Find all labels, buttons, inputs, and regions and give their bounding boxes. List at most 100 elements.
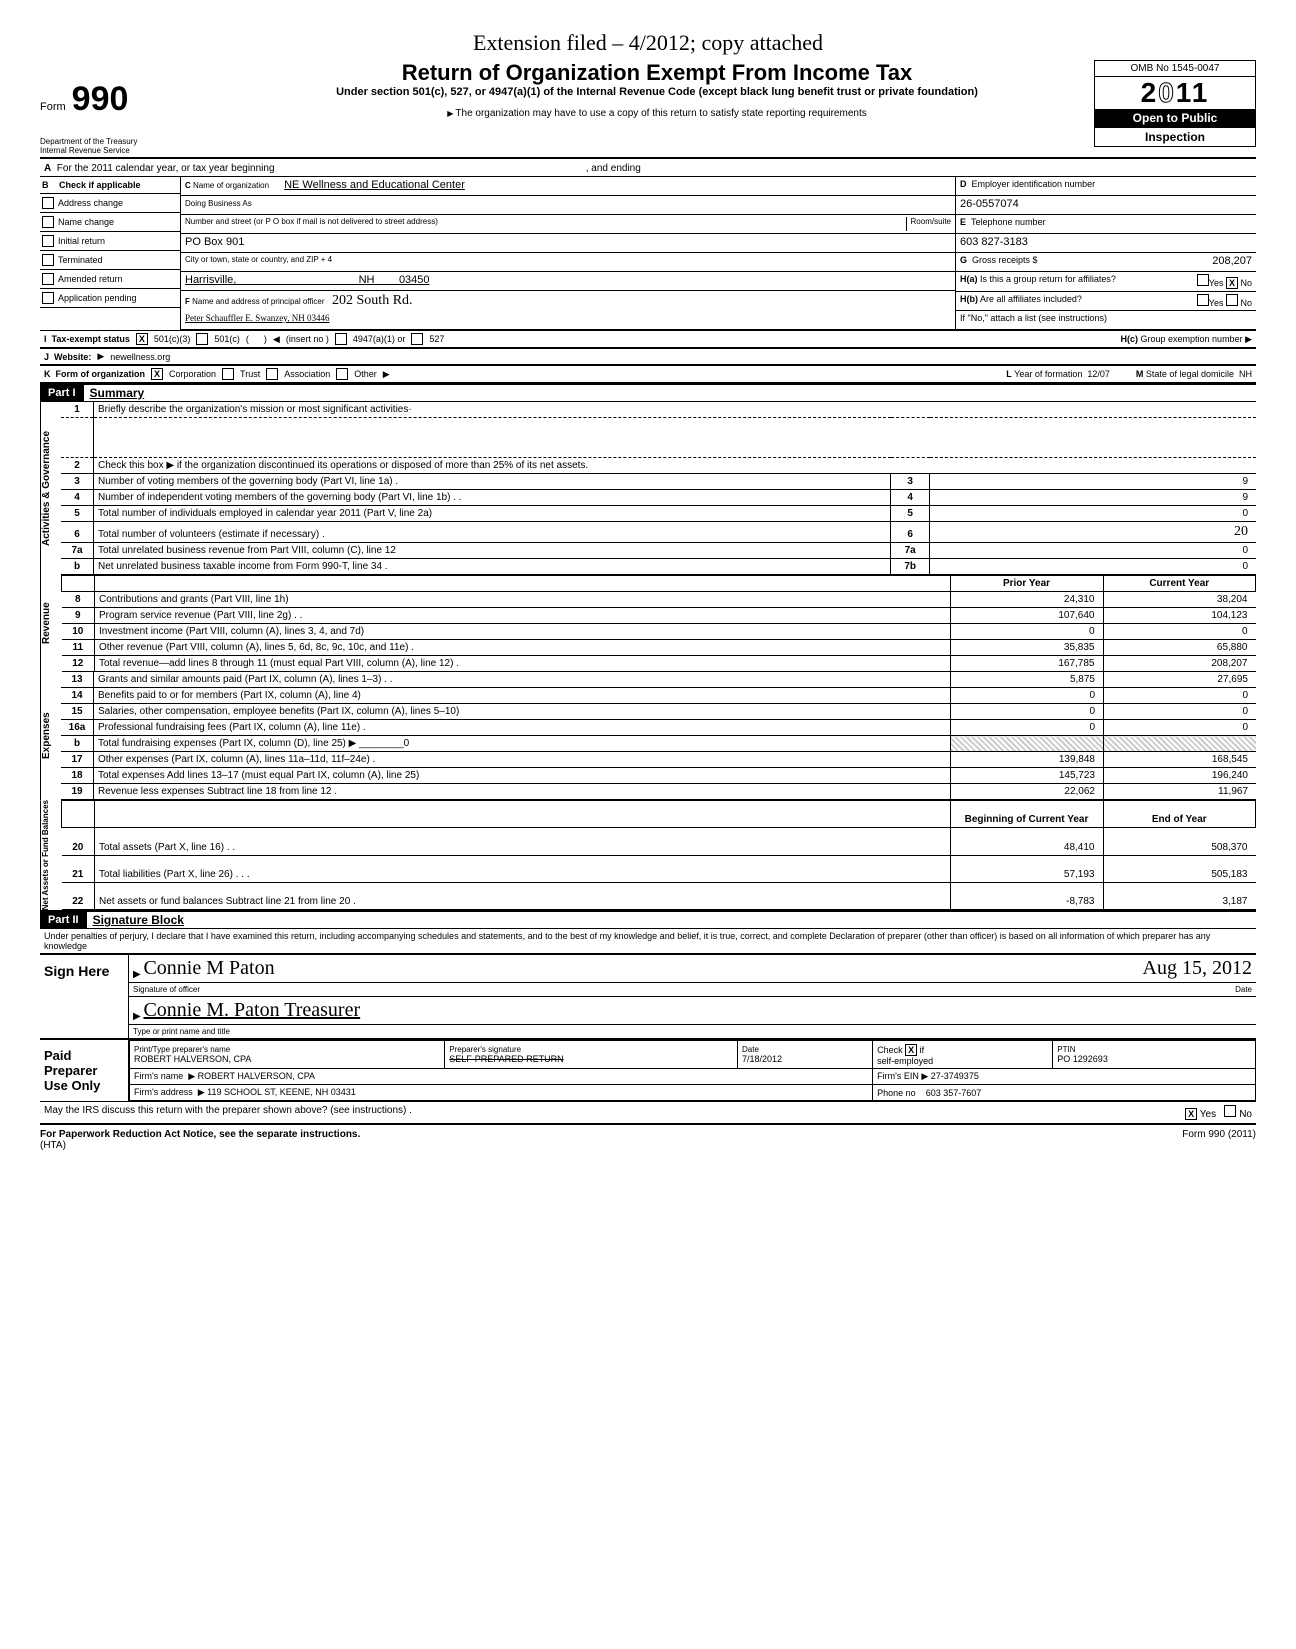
val-7b: 0 <box>930 559 1256 575</box>
line-13: Grants and similar amounts paid (Part IX… <box>94 672 951 688</box>
checkbox-527[interactable] <box>411 333 423 345</box>
checkbox-pending[interactable] <box>42 292 54 304</box>
part-i-header: Part I <box>40 385 84 401</box>
val-4: 9 <box>930 490 1256 506</box>
checkbox-other[interactable] <box>336 368 348 380</box>
checkbox-501c3[interactable]: X <box>136 333 148 345</box>
check-initial: Initial return <box>58 236 105 246</box>
form-number: 990 <box>72 80 129 119</box>
hta-label: (HTA) <box>40 1140 66 1151</box>
label-assoc: Association <box>284 369 330 379</box>
c22: 3,187 <box>1103 883 1256 910</box>
prep-date-label: Date <box>742 1045 868 1054</box>
c20: 508,370 <box>1103 828 1256 855</box>
line-20: Total assets (Part X, line 16) . . <box>95 828 951 855</box>
check-name: Name change <box>58 217 114 227</box>
checkbox-address-change[interactable] <box>42 197 54 209</box>
perjury-statement: Under penalties of perjury, I declare th… <box>40 929 1256 953</box>
p13: 5,875 <box>951 672 1104 688</box>
c21: 505,183 <box>1103 855 1256 882</box>
inspection-label: Inspection <box>1095 127 1255 146</box>
p9: 107,640 <box>950 608 1103 624</box>
p14: 0 <box>951 688 1104 704</box>
identity-block: B Check if applicable Address change Nam… <box>40 177 1256 330</box>
date-label: Date <box>1235 985 1252 994</box>
c15: 0 <box>1104 704 1257 720</box>
check-terminated: Terminated <box>58 255 103 265</box>
val-6: 20 <box>930 522 1256 543</box>
yes-label-2: Yes <box>1209 298 1224 308</box>
line-8: Contributions and grants (Part VIII, lin… <box>95 592 951 608</box>
line-9: Program service revenue (Part VIII, line… <box>95 608 951 624</box>
p12: 167,785 <box>950 656 1103 672</box>
c9: 104,123 <box>1103 608 1256 624</box>
main-title: Return of Organization Exempt From Incom… <box>220 60 1094 86</box>
dba-label: Doing Business As <box>185 199 252 208</box>
checkbox-discuss-yes[interactable]: X <box>1185 1108 1197 1120</box>
officer-address-2: Peter Schauffler E. Swanzey, NH 03446 <box>181 311 955 330</box>
discuss-no: No <box>1239 1109 1252 1120</box>
line-2: Check this box ▶ if the organization dis… <box>94 458 1257 474</box>
label-527: 527 <box>429 334 444 344</box>
preparer-strike: SELF-PREPARED RETURN <box>449 1054 733 1064</box>
m-value: NH <box>1239 369 1252 379</box>
checkbox-name-change[interactable] <box>42 216 54 228</box>
signature-date: Aug 15, 2012 <box>1143 957 1252 980</box>
checkbox-corporation[interactable]: X <box>151 368 163 380</box>
handwritten-note-top: Extension filed – 4/2012; copy attached <box>40 30 1256 56</box>
dept-treasury: Department of the Treasury <box>40 137 200 146</box>
hc-label: Group exemption number <box>1141 334 1243 344</box>
checkbox-amended[interactable] <box>42 273 54 285</box>
e-label: Telephone number <box>971 217 1046 227</box>
subtitle: Under section 501(c), 527, or 4947(a)(1)… <box>220 86 1094 98</box>
checkbox-initial-return[interactable] <box>42 235 54 247</box>
line-a-text: For the 2011 calendar year, or tax year … <box>57 163 275 174</box>
l-label: Year of formation <box>1014 369 1082 379</box>
checkbox-501c[interactable] <box>196 333 208 345</box>
line-7b: Net unrelated business taxable income fr… <box>94 559 891 575</box>
val-3: 9 <box>930 474 1256 490</box>
c19: 11,967 <box>1104 784 1257 800</box>
c10: 0 <box>1103 624 1256 640</box>
type-name-label: Type or print name and title <box>129 1025 1256 1038</box>
line-4: Number of independent voting members of … <box>94 490 891 506</box>
ptin-label: PTIN <box>1057 1045 1251 1054</box>
ha-label: Is this a group return for affiliates? <box>980 274 1116 284</box>
checkbox-ha-no[interactable]: X <box>1226 277 1238 289</box>
firm-address: 119 SCHOOL ST, KEENE, NH 03431 <box>207 1087 356 1097</box>
checkbox-association[interactable] <box>266 368 278 380</box>
year-badge: OMB No 1545-0047 2011 Open to Public Ins… <box>1094 60 1256 147</box>
c11: 65,880 <box>1103 640 1256 656</box>
discuss-question: May the IRS discuss this return with the… <box>44 1105 412 1120</box>
firm-name: ROBERT HALVERSON, CPA <box>198 1071 315 1081</box>
line-3: Number of voting members of the governin… <box>94 474 891 490</box>
k-label: Form of organization <box>56 369 146 379</box>
side-label-expenses: Expenses <box>40 672 61 800</box>
firm-ein: 27-3749375 <box>931 1071 979 1081</box>
checkbox-hb-no[interactable] <box>1226 294 1238 306</box>
officer-signature: Connie M Paton <box>143 957 1142 980</box>
checkbox-self-employed[interactable]: X <box>905 1044 917 1056</box>
checkbox-trust[interactable] <box>222 368 234 380</box>
line-10: Investment income (Part VIII, column (A)… <box>95 624 951 640</box>
g-label: Gross receipts $ <box>972 255 1038 265</box>
line-22: Net assets or fund balances Subtract lin… <box>95 883 951 910</box>
checkbox-ha-yes[interactable] <box>1197 274 1209 286</box>
checkbox-4947[interactable] <box>335 333 347 345</box>
sign-here-label: Sign Here <box>40 955 129 1038</box>
line-14: Benefits paid to or for members (Part IX… <box>94 688 951 704</box>
part-ii-header: Part II <box>40 912 87 928</box>
line-16a: Professional fundraising fees (Part IX, … <box>94 720 951 736</box>
checkbox-hb-yes[interactable] <box>1197 294 1209 306</box>
c16a: 0 <box>1104 720 1257 736</box>
l-value: 12/07 <box>1087 369 1110 379</box>
checkbox-discuss-no[interactable] <box>1224 1105 1236 1117</box>
p18: 145,723 <box>951 768 1104 784</box>
col-end: End of Year <box>1103 801 1256 828</box>
check-self-employed-label: Check <box>877 1045 903 1055</box>
check-amended: Amended return <box>58 274 123 284</box>
label-501c3: 501(c)(3) <box>154 334 191 344</box>
typed-name: Connie M. Paton Treasurer <box>143 999 360 1022</box>
sig-officer-label: Signature of officer <box>133 985 1235 994</box>
checkbox-terminated[interactable] <box>42 254 54 266</box>
